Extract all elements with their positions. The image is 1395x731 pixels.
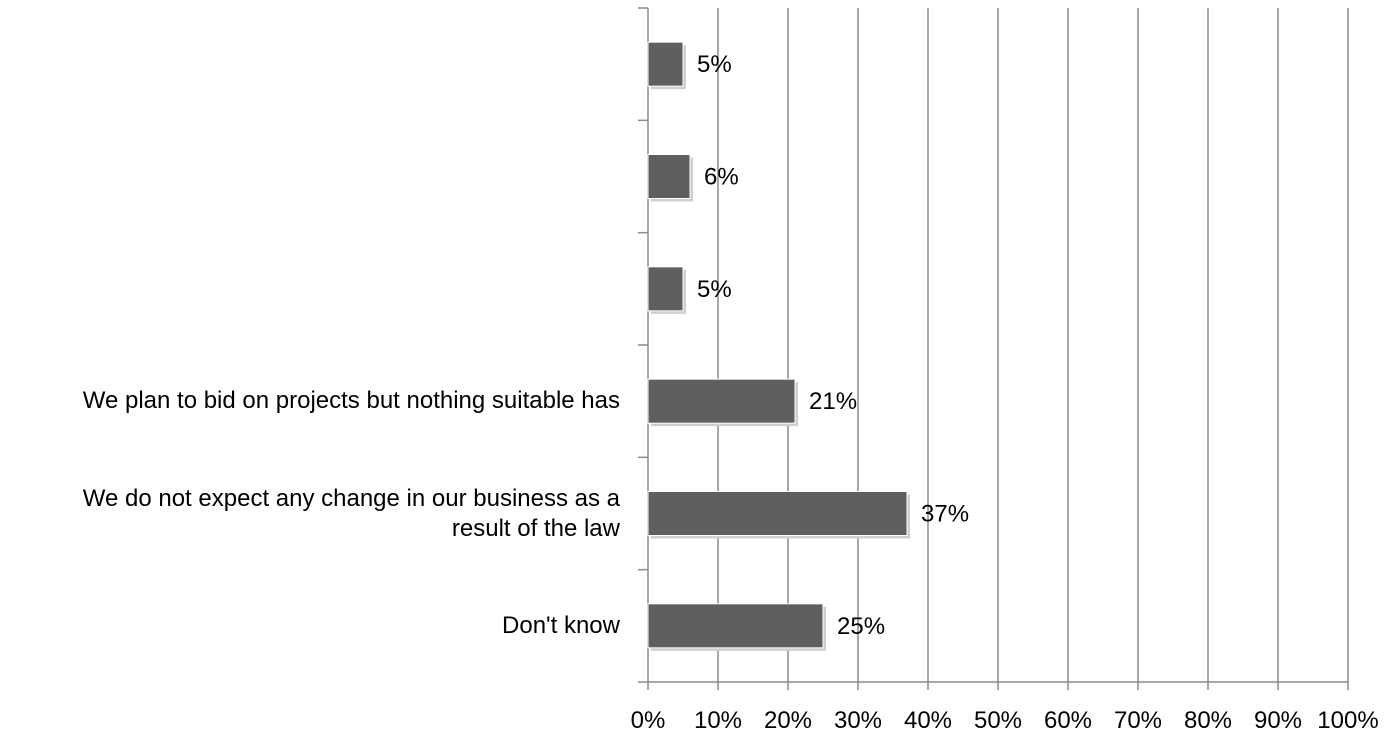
x-tick-label: 10% (694, 707, 742, 731)
bar (647, 378, 796, 424)
x-tick-label: 40% (904, 707, 952, 731)
data-label: 21% (809, 388, 857, 415)
x-tick-label: 70% (1114, 707, 1162, 731)
x-tick-label: 0% (631, 707, 666, 731)
category-label: We do not expect any change in our busin… (82, 484, 620, 542)
x-tick-label: 30% (834, 707, 882, 731)
x-tick-label: 60% (1044, 707, 1092, 731)
x-tick-label: 20% (764, 707, 812, 731)
data-label: 5% (697, 51, 732, 78)
x-tick-label: 90% (1254, 707, 1302, 731)
x-tick-label: 50% (974, 707, 1022, 731)
data-label: 25% (837, 613, 885, 640)
bar (647, 603, 824, 649)
bar (647, 154, 691, 199)
bar (647, 266, 684, 312)
bar (647, 491, 908, 536)
data-label: 37% (921, 501, 969, 528)
category-label: Don't know (502, 611, 620, 639)
x-tick-label: 80% (1184, 707, 1232, 731)
category-label: We plan to bid on projects but nothing s… (82, 387, 620, 415)
data-label: 6% (704, 164, 739, 191)
data-label: 5% (697, 276, 732, 303)
bar (647, 41, 684, 87)
x-tick-label: 100% (1317, 707, 1378, 731)
